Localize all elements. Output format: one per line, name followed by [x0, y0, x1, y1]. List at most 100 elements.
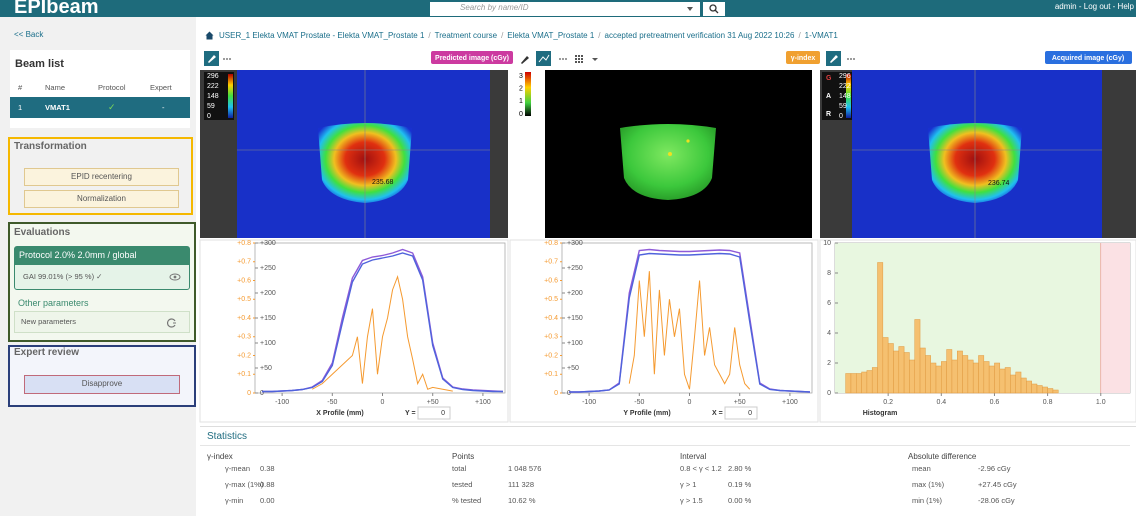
colorbar-label: 1	[519, 98, 523, 105]
y2-tick-label: 0	[247, 390, 251, 397]
histogram-bar	[862, 372, 867, 393]
colorbar-label: 59	[839, 103, 847, 110]
y-tick-label: 8	[827, 270, 831, 277]
y-tick-label: +150	[567, 315, 583, 322]
colorbar-label: 0	[207, 113, 211, 120]
profile-toggle[interactable]	[536, 51, 551, 66]
histogram-bar	[957, 351, 962, 393]
pencil-icon[interactable]	[521, 56, 529, 64]
colorbar-label: 59	[207, 103, 215, 110]
x-tick-label: 1.0	[1096, 399, 1106, 406]
histogram-bar	[888, 344, 893, 394]
y2-tick-label: +0.3	[544, 334, 558, 341]
x-tick-label: +100	[782, 399, 798, 406]
histogram-bar	[984, 362, 989, 394]
histogram-bar	[1010, 375, 1015, 393]
histogram-bar	[909, 360, 914, 393]
histogram-bar	[968, 360, 973, 393]
y2-tick-label: +0.5	[544, 296, 558, 303]
x-tick-label: +50	[427, 399, 439, 406]
histogram-bar	[1016, 372, 1021, 393]
colorbar	[525, 72, 531, 116]
histogram-bar	[994, 363, 999, 393]
y-tick-label: +150	[260, 315, 276, 322]
position-value: 0	[441, 410, 445, 417]
histogram-bar	[872, 368, 877, 394]
y-tick-label: +250	[567, 265, 583, 272]
y-tick-label: +50	[567, 365, 579, 372]
histogram-bar	[899, 347, 904, 394]
more-menu[interactable]	[559, 58, 567, 60]
y2-tick-label: +0.6	[237, 277, 251, 284]
y2-tick-label: +0.7	[237, 259, 251, 266]
histogram-bar	[931, 363, 936, 393]
image-label: γ-index	[791, 55, 816, 62]
x-tick-label: 0	[688, 399, 692, 406]
colorbar-label: 296	[839, 73, 851, 80]
x-tick-label: 0.6	[990, 399, 1000, 406]
x-tick-label: -50	[634, 399, 644, 406]
y-tick-label: 0	[827, 390, 831, 397]
y-tick-label: +50	[260, 365, 272, 372]
histogram-bar	[936, 366, 941, 393]
x-tick-label: +100	[475, 399, 491, 406]
position-label: Y =	[405, 410, 416, 417]
y2-tick-label: +0.6	[544, 277, 558, 284]
histogram-bar	[915, 320, 920, 394]
fail-region	[1101, 243, 1130, 393]
position-input[interactable]	[418, 407, 450, 419]
plot-area	[562, 243, 812, 393]
histogram-bar	[856, 374, 861, 394]
x-tick-label: +50	[734, 399, 746, 406]
more-menu[interactable]	[223, 58, 231, 60]
gamma-agreement-letter: R	[826, 111, 831, 118]
y2-tick-label: +0.8	[544, 240, 558, 247]
histogram-bar	[973, 363, 978, 393]
histogram-bar	[904, 353, 909, 394]
y-tick-label: 10	[823, 240, 831, 247]
x-tick-label: 0.2	[883, 399, 893, 406]
colorbar-label: 296	[207, 73, 219, 80]
y2-tick-label: +0.4	[237, 315, 251, 322]
colorbar-label: 0	[839, 113, 843, 120]
y2-tick-label: +0.2	[544, 352, 558, 359]
y-tick-label: +200	[567, 290, 583, 297]
histogram-bar	[1032, 384, 1037, 393]
histogram-bar	[1005, 368, 1010, 394]
histogram-bar	[1000, 369, 1005, 393]
colorbar-label: 222	[207, 83, 219, 90]
histogram-bar	[893, 351, 898, 393]
histogram-bar	[979, 356, 984, 394]
colorbar-label: 148	[839, 93, 851, 100]
y2-tick-label: +0.1	[237, 371, 251, 378]
gamma-agreement-letter: G	[826, 75, 832, 82]
dropdown-arrow[interactable]	[592, 58, 598, 61]
plot-area	[255, 243, 505, 393]
x-tick-label: 0	[381, 399, 385, 406]
histogram-bar	[1021, 378, 1026, 393]
x-axis-label: Y Profile (mm)	[623, 410, 670, 417]
y-tick-label: 2	[827, 360, 831, 367]
colorbar-label: 2	[519, 86, 523, 93]
colorbar-label: 0	[519, 111, 523, 118]
image-label: Acquired image (cGy)	[1052, 55, 1124, 62]
more-menu[interactable]	[847, 58, 855, 60]
histogram-bar	[878, 263, 883, 394]
x-tick-label: -50	[327, 399, 337, 406]
histogram-bar	[963, 356, 968, 394]
colorbar-label: 148	[207, 93, 219, 100]
gamma-agreement-letter: A	[826, 93, 831, 100]
colorbar-label: 3	[519, 73, 523, 80]
histogram-bar	[883, 338, 888, 394]
app-page: EPIbeam Search by name/ID admin - Log ou…	[0, 0, 1136, 516]
position-label: X =	[712, 410, 723, 417]
grid-icon[interactable]	[575, 55, 583, 63]
x-axis-label: X Profile (mm)	[316, 410, 363, 417]
x-tick-label: -100	[582, 399, 596, 406]
y-tick-label: +300	[567, 240, 583, 247]
y2-tick-label: +0.5	[237, 296, 251, 303]
position-input[interactable]	[725, 407, 757, 419]
y2-tick-label: +0.8	[237, 240, 251, 247]
y-tick-label: 6	[827, 300, 831, 307]
hot-spot	[668, 152, 672, 156]
